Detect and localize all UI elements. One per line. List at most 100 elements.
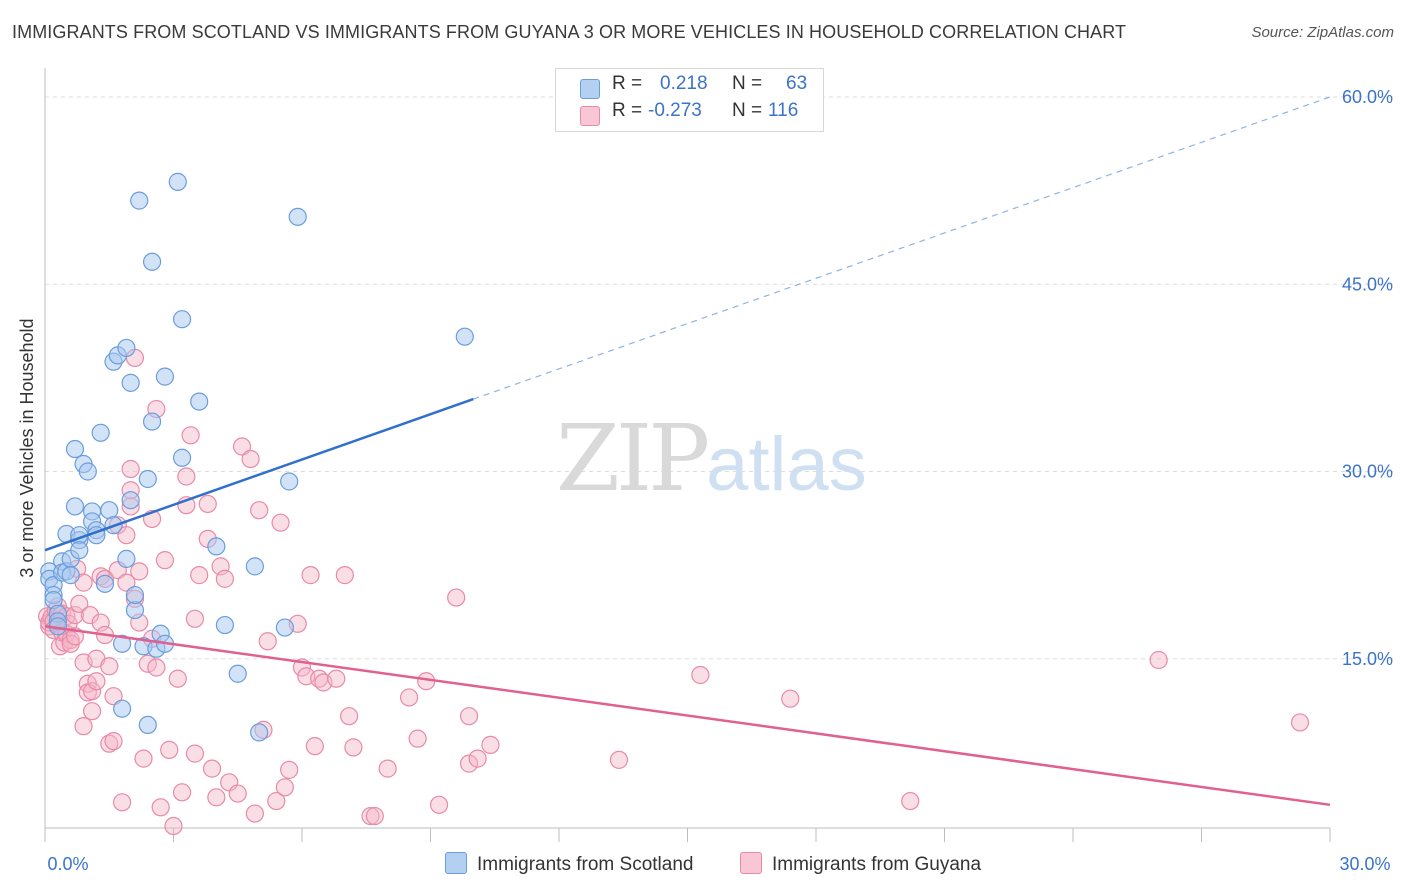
scotland-point xyxy=(168,172,187,191)
legend-n-label: N = xyxy=(732,100,763,121)
chart-title: IMMIGRANTS FROM SCOTLAND VS IMMIGRANTS F… xyxy=(12,22,1127,42)
guyana-point xyxy=(147,658,166,677)
scotland-point xyxy=(207,537,226,556)
y-tick-label: 30.0% xyxy=(1342,462,1393,482)
scotland-point xyxy=(78,462,97,481)
scotland-point xyxy=(455,327,474,346)
guyana-point xyxy=(609,750,629,769)
legend-r-label: R = xyxy=(612,73,643,94)
scotland-legend-label: Immigrants from Scotland xyxy=(477,854,694,875)
y-tick-label: 15.0% xyxy=(1342,649,1393,669)
scotland-point xyxy=(65,497,85,516)
guyana-point xyxy=(481,735,500,754)
guyana-point xyxy=(117,526,136,545)
scotland-point xyxy=(112,699,132,718)
guyana-point xyxy=(100,657,119,676)
watermark-atlas: atlas xyxy=(706,422,867,507)
guyana-swatch xyxy=(580,106,600,126)
guyana-trend-line xyxy=(44,625,1331,807)
guyana-point xyxy=(207,788,226,807)
scotland-point xyxy=(138,469,157,489)
guyana-point xyxy=(104,732,123,751)
x-tick-label: 0.0% xyxy=(47,854,88,874)
guyana-points-group xyxy=(38,348,1310,836)
guyana-point xyxy=(185,609,205,628)
guyana-point xyxy=(468,749,487,768)
guyana-point xyxy=(117,573,136,592)
guyana-point xyxy=(241,449,260,469)
scotland-point xyxy=(275,618,294,637)
guyana-point xyxy=(155,551,175,570)
guyana-point xyxy=(83,702,102,721)
guyana-point xyxy=(691,665,710,685)
guyana-legend-swatch xyxy=(740,852,762,874)
scotland-points-group xyxy=(40,172,474,742)
guyana-point xyxy=(215,569,234,588)
legend-n-label: N = xyxy=(732,73,763,94)
guyana-point xyxy=(901,791,920,811)
guyana-point xyxy=(151,798,170,817)
source-attribution: Source: ZipAtlas.com xyxy=(1251,24,1394,41)
scotland-point xyxy=(112,634,132,653)
scotland-point xyxy=(172,448,192,467)
scotland-point xyxy=(245,557,264,576)
guyana-point xyxy=(275,778,294,797)
guyana-point xyxy=(80,605,100,625)
scotland-trend-line xyxy=(44,397,474,552)
guyana-point xyxy=(305,737,324,756)
guyana-legend-label: Immigrants from Guyana xyxy=(772,854,982,875)
y-axis-title: 3 or more Vehicles in Household xyxy=(17,318,37,577)
scotland-point xyxy=(215,615,234,635)
legend-r-value: -0.273 xyxy=(648,100,702,121)
guyana-point xyxy=(70,594,89,613)
axis-layer xyxy=(44,68,1331,842)
guyana-point xyxy=(112,793,132,812)
scotland-point xyxy=(117,549,136,568)
x-tick-label: 30.0% xyxy=(1339,854,1390,874)
scotland-point xyxy=(250,723,269,742)
guyana-point xyxy=(327,669,346,688)
guyana-point xyxy=(104,687,123,706)
guyana-point xyxy=(83,682,102,701)
y-tick-label: 45.0% xyxy=(1342,274,1393,294)
trend-layer xyxy=(44,96,1331,807)
guyana-point xyxy=(190,566,209,585)
correlation-legend: R = 0.218 N = 63 R = -0.273 N = 116 xyxy=(555,68,824,132)
scotland-point xyxy=(130,191,149,210)
y-tick-label: 60.0% xyxy=(1342,87,1393,107)
guyana-point xyxy=(781,689,800,708)
scotland-point xyxy=(65,439,85,459)
guyana-point xyxy=(202,759,222,778)
guyana-point xyxy=(1149,650,1168,670)
guyana-point xyxy=(232,437,252,456)
guyana-point xyxy=(459,754,479,773)
guyana-point xyxy=(245,804,264,823)
guyana-point xyxy=(130,562,149,581)
guyana-point xyxy=(361,806,380,826)
legend-row-guyana: R = -0.273 N = 116 xyxy=(556,100,823,128)
legend-r-label: R = xyxy=(612,100,643,121)
guyana-point xyxy=(429,795,449,814)
legend-r-value: 0.218 xyxy=(660,73,708,94)
scotland-trend-extension xyxy=(473,96,1331,400)
guyana-point xyxy=(344,738,363,757)
watermark-zip: ZIP xyxy=(556,405,710,512)
guyana-point xyxy=(168,669,187,688)
scotland-point xyxy=(138,715,157,735)
guyana-point xyxy=(164,816,183,836)
guyana-point xyxy=(335,566,354,585)
guyana-point xyxy=(228,784,247,803)
scotland-point xyxy=(117,338,136,358)
guyana-point xyxy=(301,566,320,585)
guyana-point xyxy=(1290,713,1310,732)
guyana-point xyxy=(267,791,286,811)
scotland-point xyxy=(155,367,175,386)
scotland-point xyxy=(142,412,162,431)
bottom-legend-scotland: Immigrants from Scotland xyxy=(445,852,693,876)
guyana-point xyxy=(459,707,479,726)
guyana-point xyxy=(258,632,277,651)
guyana-point xyxy=(134,749,153,768)
scotland-point xyxy=(228,664,247,683)
guyana-point xyxy=(121,459,140,479)
